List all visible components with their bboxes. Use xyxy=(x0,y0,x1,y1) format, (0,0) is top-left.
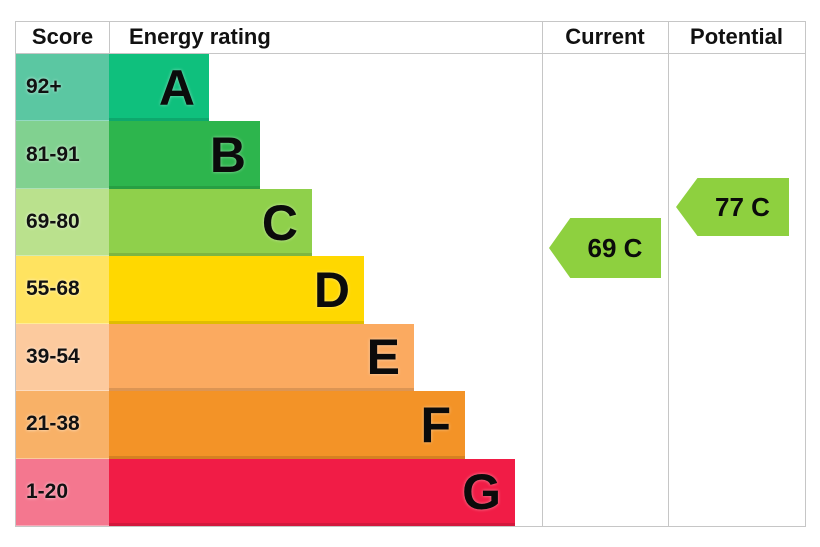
score-range-d: 55-68 xyxy=(16,256,109,324)
rating-table: Score Energy rating Current Potential 92… xyxy=(15,21,806,527)
band-row-d: 55-68 D xyxy=(16,256,805,324)
band-letter-c: C xyxy=(261,194,298,251)
table-header: Score Energy rating Current Potential xyxy=(16,22,805,53)
current-column-divider xyxy=(542,22,543,526)
band-letter-d: D xyxy=(313,261,350,318)
score-range-g: 1-20 xyxy=(16,458,109,526)
band-row-e: 39-54 E xyxy=(16,323,805,392)
score-range-b: 81-91 xyxy=(16,121,109,189)
band-bar-d: D xyxy=(109,256,364,324)
band-letter-b: B xyxy=(209,127,246,184)
potential-rating-label: 77 C xyxy=(715,191,770,222)
current-rating-label: 69 C xyxy=(587,232,643,263)
band-bar-c: C xyxy=(109,188,312,257)
header-divider xyxy=(16,53,805,54)
potential-column-divider xyxy=(668,22,669,526)
current-column-header: Current xyxy=(565,24,645,49)
band-bar-f: F xyxy=(109,391,465,459)
band-bar-e: E xyxy=(109,323,414,392)
current-rating-arrow: 69 C xyxy=(549,218,661,278)
score-column-divider xyxy=(109,22,110,53)
band-letter-f: F xyxy=(420,396,451,453)
band-bar-b: B xyxy=(109,121,260,189)
score-range-c: 69-80 xyxy=(16,188,109,257)
band-letter-g: G xyxy=(462,464,501,521)
score-range-e: 39-54 xyxy=(16,323,109,392)
energy-rating-column-header: Energy rating xyxy=(129,24,271,49)
potential-column-header: Potential xyxy=(690,24,783,49)
band-letter-e: E xyxy=(366,329,400,386)
band-bar-a: A xyxy=(109,54,209,122)
score-range-f: 21-38 xyxy=(16,391,109,459)
band-row-f: 21-38 F xyxy=(16,391,805,459)
band-letter-a: A xyxy=(158,59,195,116)
band-bar-g: G xyxy=(109,458,515,526)
potential-rating-arrow: 77 C xyxy=(676,178,789,236)
score-column-header: Score xyxy=(31,24,94,49)
band-rows: 92+ A 81-91 B 69-80 C 55-68 D 39-54 E 21-38 F 1-20 G xyxy=(16,54,805,526)
band-row-b: 81-91 B xyxy=(16,121,805,189)
band-row-a: 92+ A xyxy=(16,54,805,122)
band-row-c: 69-80 C xyxy=(16,188,805,257)
score-range-a: 92+ xyxy=(16,54,109,122)
band-row-g: 1-20 G xyxy=(16,458,805,526)
